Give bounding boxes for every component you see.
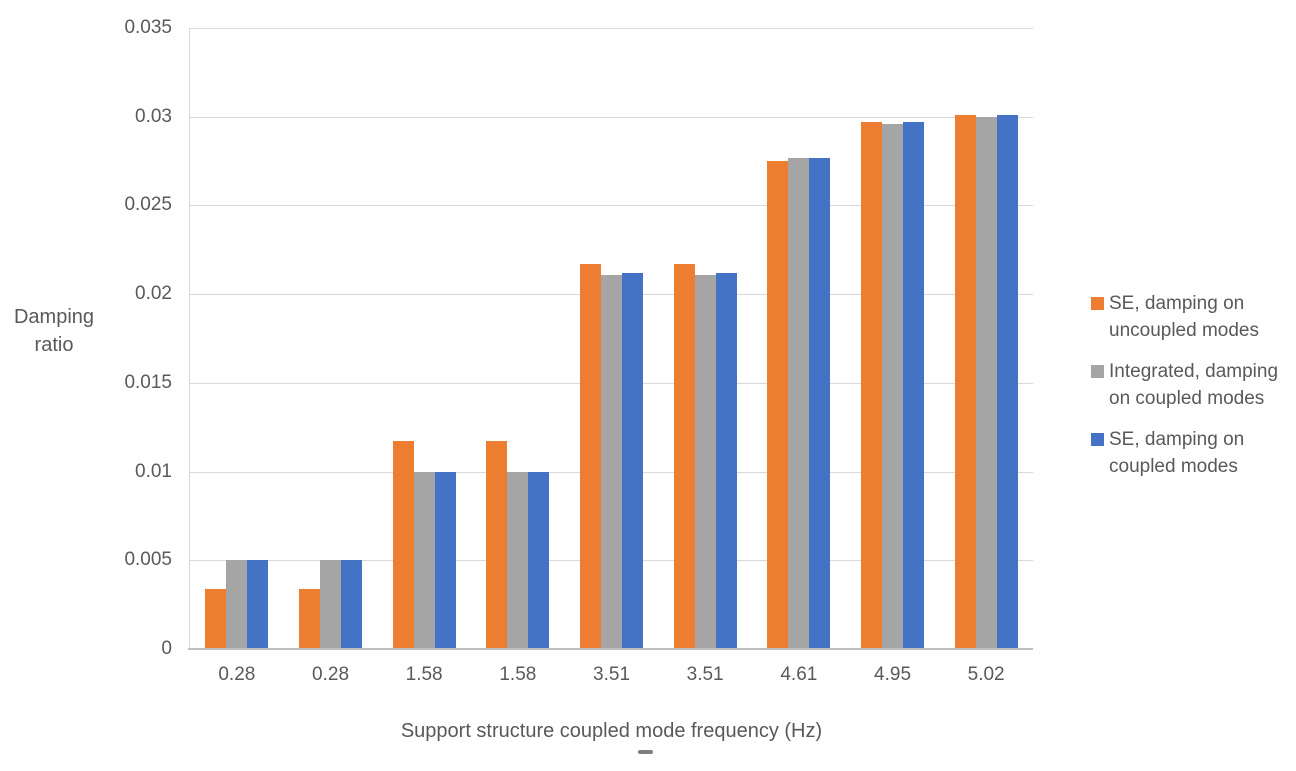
- legend-item: Integrated, damping on coupled modes: [1091, 358, 1278, 412]
- legend-item: SE, damping on coupled modes: [1091, 426, 1278, 480]
- legend: SE, damping on uncoupled modes Integrated…: [1091, 290, 1278, 494]
- y-axis-tick-label: 0: [161, 638, 172, 659]
- bar: [580, 264, 601, 649]
- legend-label: SE, damping on coupled modes: [1109, 429, 1245, 477]
- x-axis-tick-label: 0.28: [218, 664, 256, 685]
- bar: [861, 122, 882, 649]
- legend-swatch-icon: [1091, 365, 1104, 378]
- y-axis-tick-label: 0.02: [135, 283, 172, 304]
- bar: [903, 122, 924, 649]
- bar: [767, 161, 789, 649]
- legend-swatch-icon: [1091, 297, 1104, 310]
- bar: [694, 274, 716, 649]
- bar: [954, 114, 976, 649]
- bar: [226, 560, 248, 649]
- bar: [809, 157, 831, 649]
- x-axis-tick-label: 4.61: [780, 664, 818, 685]
- x-axis-title: Support structure coupled mode frequency…: [400, 720, 823, 742]
- legend-swatch-icon: [1091, 433, 1104, 446]
- y-axis-tick-label: 0.01: [135, 461, 172, 482]
- gridline: [190, 117, 1033, 118]
- bar: [528, 471, 550, 649]
- bar: [975, 116, 997, 649]
- x-axis-tick-label: 1.58: [405, 664, 443, 685]
- y-axis-title: Damping ratio: [13, 306, 95, 356]
- y-axis-tick-label: 0.015: [124, 372, 172, 393]
- x-axis-tick-label: 3.51: [686, 664, 724, 685]
- x-axis-line: [188, 648, 1033, 650]
- gridline: [190, 28, 1033, 29]
- bar: [788, 157, 810, 649]
- y-axis-tick-label: 0.025: [124, 194, 172, 215]
- bar: [320, 560, 341, 649]
- gridline: [190, 205, 1033, 206]
- cropped-caption-fragment: [638, 750, 653, 754]
- bar: [434, 471, 456, 649]
- bar: [299, 588, 320, 649]
- bar: [882, 123, 903, 649]
- bar: [341, 560, 362, 649]
- bar: [413, 471, 435, 649]
- bar: [507, 471, 529, 649]
- bar: [622, 272, 643, 649]
- x-axis-tick-label: 0.28: [312, 664, 350, 685]
- y-axis-line: [189, 28, 190, 650]
- bar: [205, 588, 227, 649]
- y-axis-tick-label: 0.005: [124, 549, 172, 570]
- y-axis-tick-label: 0.035: [124, 17, 172, 38]
- bar: [996, 114, 1018, 649]
- legend-label: Integrated, damping on coupled modes: [1109, 361, 1279, 409]
- legend-item: SE, damping on uncoupled modes: [1091, 290, 1278, 344]
- x-axis-tick-label: 3.51: [593, 664, 631, 685]
- bar: [392, 441, 414, 649]
- bar: [247, 560, 269, 649]
- bar: [486, 441, 508, 649]
- legend-label: SE, damping on uncoupled modes: [1109, 293, 1259, 341]
- bar: [673, 264, 695, 649]
- x-axis-tick-label: 1.58: [499, 664, 537, 685]
- y-axis-tick-label: 0.03: [135, 106, 172, 127]
- bar: [601, 274, 622, 649]
- x-axis-tick-label: 4.95: [874, 664, 912, 685]
- bar: [715, 272, 737, 649]
- x-axis-tick-label: 5.02: [967, 664, 1005, 685]
